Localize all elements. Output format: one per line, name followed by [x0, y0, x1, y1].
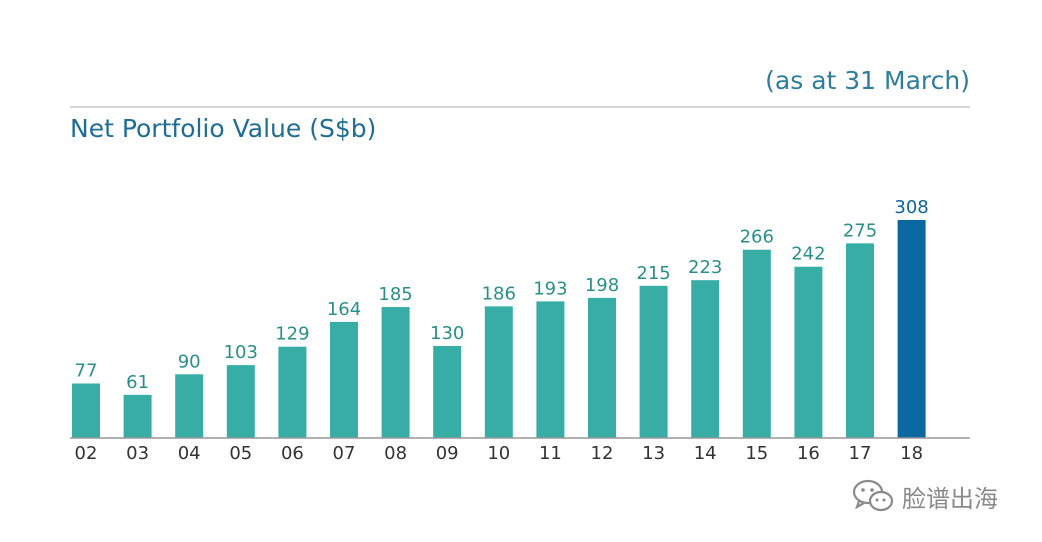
tick-label-10: 10: [487, 443, 510, 464]
tick-label-17: 17: [849, 443, 872, 464]
tick-label-12: 12: [591, 443, 614, 464]
tick-label-18: 18: [900, 443, 923, 464]
bar-06: [278, 346, 307, 438]
tick-label-06: 06: [281, 443, 304, 464]
value-label-06: 129: [275, 324, 309, 345]
value-label-14: 223: [688, 257, 722, 278]
value-label-09: 130: [430, 323, 464, 344]
tick-label-13: 13: [642, 443, 665, 464]
date-note: (as at 31 March): [765, 66, 970, 95]
value-label-15: 266: [740, 227, 774, 248]
value-label-07: 164: [327, 299, 361, 320]
tick-label-16: 16: [797, 443, 820, 464]
value-label-03: 61: [126, 372, 149, 393]
value-label-08: 185: [378, 284, 412, 305]
bar-10: [484, 306, 513, 438]
value-label-05: 103: [224, 342, 258, 363]
tick-label-14: 14: [694, 443, 717, 464]
value-label-11: 193: [533, 278, 567, 299]
bar-18: [897, 220, 926, 438]
value-label-13: 215: [636, 263, 670, 284]
wechat-icon: [852, 479, 894, 512]
tick-label-07: 07: [333, 443, 356, 464]
tick-label-04: 04: [178, 443, 201, 464]
bar-13: [639, 285, 668, 438]
value-label-02: 77: [75, 361, 98, 382]
bar-08: [381, 307, 410, 438]
bar-17: [846, 243, 874, 438]
bar-14: [691, 280, 720, 438]
tick-label-05: 05: [229, 443, 252, 464]
bar-09: [433, 345, 462, 438]
bar-07: [330, 321, 358, 438]
tick-label-11: 11: [539, 443, 562, 464]
tick-label-02: 02: [75, 443, 98, 464]
watermark: 脸谱出海: [852, 478, 998, 514]
bar-11: [536, 301, 565, 438]
tick-label-15: 15: [745, 443, 768, 464]
tick-label-09: 09: [436, 443, 459, 464]
value-label-16: 242: [791, 244, 825, 265]
bar-12: [588, 297, 616, 438]
bar-02: [72, 383, 100, 438]
bar-03: [123, 394, 152, 438]
value-label-17: 275: [843, 220, 877, 241]
watermark-text: 脸谱出海: [902, 484, 998, 513]
tick-label-03: 03: [126, 443, 149, 464]
value-label-10: 186: [482, 283, 516, 304]
value-label-12: 198: [585, 275, 619, 296]
chart-title: Net Portfolio Value (S$b): [70, 114, 377, 143]
bar-04: [175, 374, 204, 438]
bar-15: [742, 249, 771, 438]
value-label-04: 90: [178, 351, 201, 372]
bar-05: [226, 365, 255, 438]
bar-16: [794, 266, 823, 438]
tick-label-08: 08: [384, 443, 407, 464]
value-label-18: 308: [894, 197, 928, 218]
